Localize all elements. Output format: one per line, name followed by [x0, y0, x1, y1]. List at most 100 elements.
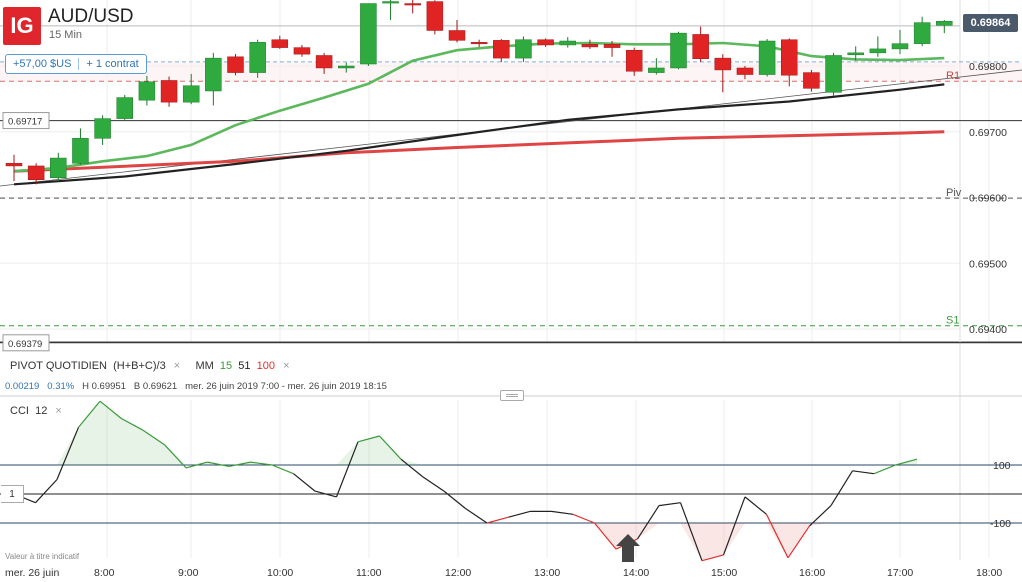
- cci-segment: [400, 458, 423, 478]
- ma51-line: [13, 83, 945, 186]
- cci-segment: [185, 461, 208, 469]
- panel-resize-handle[interactable]: [500, 390, 524, 401]
- x-tick-label: 8:00: [94, 567, 115, 579]
- position-pl: +57,00 $US: [13, 58, 72, 70]
- candle: [493, 39, 510, 63]
- cci-segment: [379, 435, 402, 460]
- candle: [116, 94, 133, 120]
- cci-segment: [271, 464, 294, 475]
- cci-segment: [658, 502, 681, 507]
- y-tick-label: 0.69400: [969, 324, 1007, 336]
- cci-segment: [207, 461, 230, 468]
- cci-segment: [572, 513, 595, 524]
- candle: [736, 66, 754, 80]
- candle-body: [714, 57, 732, 71]
- last-price-badge: 0.69864: [963, 14, 1018, 32]
- cci-segment: [486, 516, 509, 524]
- candle: [50, 152, 67, 182]
- info-bar: 0.00219 0.31% H 0.69951 B 0.69621 mer. 2…: [5, 381, 387, 392]
- candle: [138, 75, 156, 106]
- close-cci-icon[interactable]: ×: [55, 405, 62, 417]
- cci-oversold-fill: [14, 523, 917, 561]
- candle: [692, 26, 709, 63]
- candle: [825, 52, 842, 96]
- position-badge[interactable]: +57,00 $US + 1 contrat: [5, 54, 147, 74]
- candle-body: [470, 42, 488, 45]
- pivot-indicator-legend[interactable]: PIVOT QUOTIDIEN (H+B+C)/3 × MM 15 51 100…: [10, 360, 290, 372]
- candle: [625, 47, 643, 76]
- candle: [936, 19, 953, 34]
- y-tick-label: 0.69600: [969, 193, 1007, 205]
- cci-segment: [335, 441, 359, 498]
- candle: [515, 36, 532, 63]
- candle: [670, 31, 687, 70]
- x-tick-label: 11:00: [356, 567, 382, 579]
- candle-body: [603, 44, 621, 48]
- cci-legend[interactable]: CCI 12 ×: [10, 405, 62, 417]
- cci-segment: [99, 400, 122, 420]
- candle: [315, 52, 333, 74]
- candle-body: [847, 52, 864, 56]
- candle-body: [94, 118, 111, 139]
- cci-overbought-fill: [14, 401, 917, 465]
- candle-body: [271, 39, 289, 48]
- cci-scale-box[interactable]: 1: [1, 485, 24, 503]
- candle: [758, 39, 776, 77]
- timeframe-label[interactable]: 15 Min: [49, 29, 83, 41]
- candle-body: [913, 22, 931, 44]
- x-tick-label: 14:00: [623, 567, 649, 579]
- cci-segment: [679, 502, 703, 561]
- x-tick-label: 15:00: [711, 567, 737, 579]
- cci-segment: [809, 505, 832, 527]
- x-tick-label: 17:00: [887, 567, 913, 579]
- cci-segment: [508, 510, 531, 518]
- candle-body: [581, 44, 599, 48]
- pivot-label: PIVOT QUOTIDIEN: [10, 360, 107, 372]
- range-text: mer. 26 juin 2019 7:00 - mer. 26 juin 20…: [185, 381, 387, 392]
- candle: [360, 3, 377, 66]
- y-tick-label: 0.69800: [969, 61, 1007, 73]
- close-ma-icon[interactable]: ×: [283, 360, 290, 372]
- candle: [559, 37, 576, 48]
- candle-body: [936, 21, 953, 26]
- candle: [72, 128, 89, 165]
- r1-zone: [0, 62, 1022, 82]
- candle-body: [182, 85, 200, 103]
- up-arrow-icon: [616, 534, 640, 562]
- close-pivot-icon[interactable]: ×: [173, 360, 181, 372]
- candle: [205, 52, 222, 106]
- candle-body: [891, 43, 909, 50]
- candle-body: [515, 39, 532, 59]
- position-divider: [78, 58, 80, 70]
- candle-body: [537, 39, 554, 46]
- axes-layer: 0.69800 0.69700 0.69600 0.69500 0.69400 mer. …: [5, 61, 1011, 579]
- candle: [470, 39, 488, 47]
- candle-body: [670, 32, 687, 69]
- ma100-label: 100: [256, 360, 276, 372]
- candle-body: [338, 65, 355, 69]
- candle-body: [426, 1, 444, 31]
- candle: [537, 38, 554, 47]
- candle: [182, 73, 200, 105]
- candle-body: [249, 42, 266, 73]
- footer-note: Valeur à titre indicatif: [5, 552, 80, 561]
- candle-body: [293, 47, 311, 55]
- ma100-line: [13, 130, 945, 173]
- cci-segment: [121, 418, 144, 431]
- candle: [227, 54, 244, 76]
- svg-text:0.69379: 0.69379: [8, 339, 42, 350]
- cci-segment: [228, 461, 251, 468]
- cci-segment: [142, 429, 165, 446]
- ma15-label: 15: [219, 360, 233, 372]
- position-size: + 1 contrat: [86, 58, 139, 70]
- level-label-69717: 0.69717: [2, 112, 50, 130]
- candle-body: [360, 3, 377, 65]
- candle: [249, 39, 266, 78]
- candle-body: [315, 55, 333, 69]
- cci-segment: [443, 490, 466, 509]
- candle: [94, 115, 111, 145]
- candle-body: [27, 165, 45, 180]
- x-tick-label: 10:00: [267, 567, 293, 579]
- candle-body: [5, 163, 23, 167]
